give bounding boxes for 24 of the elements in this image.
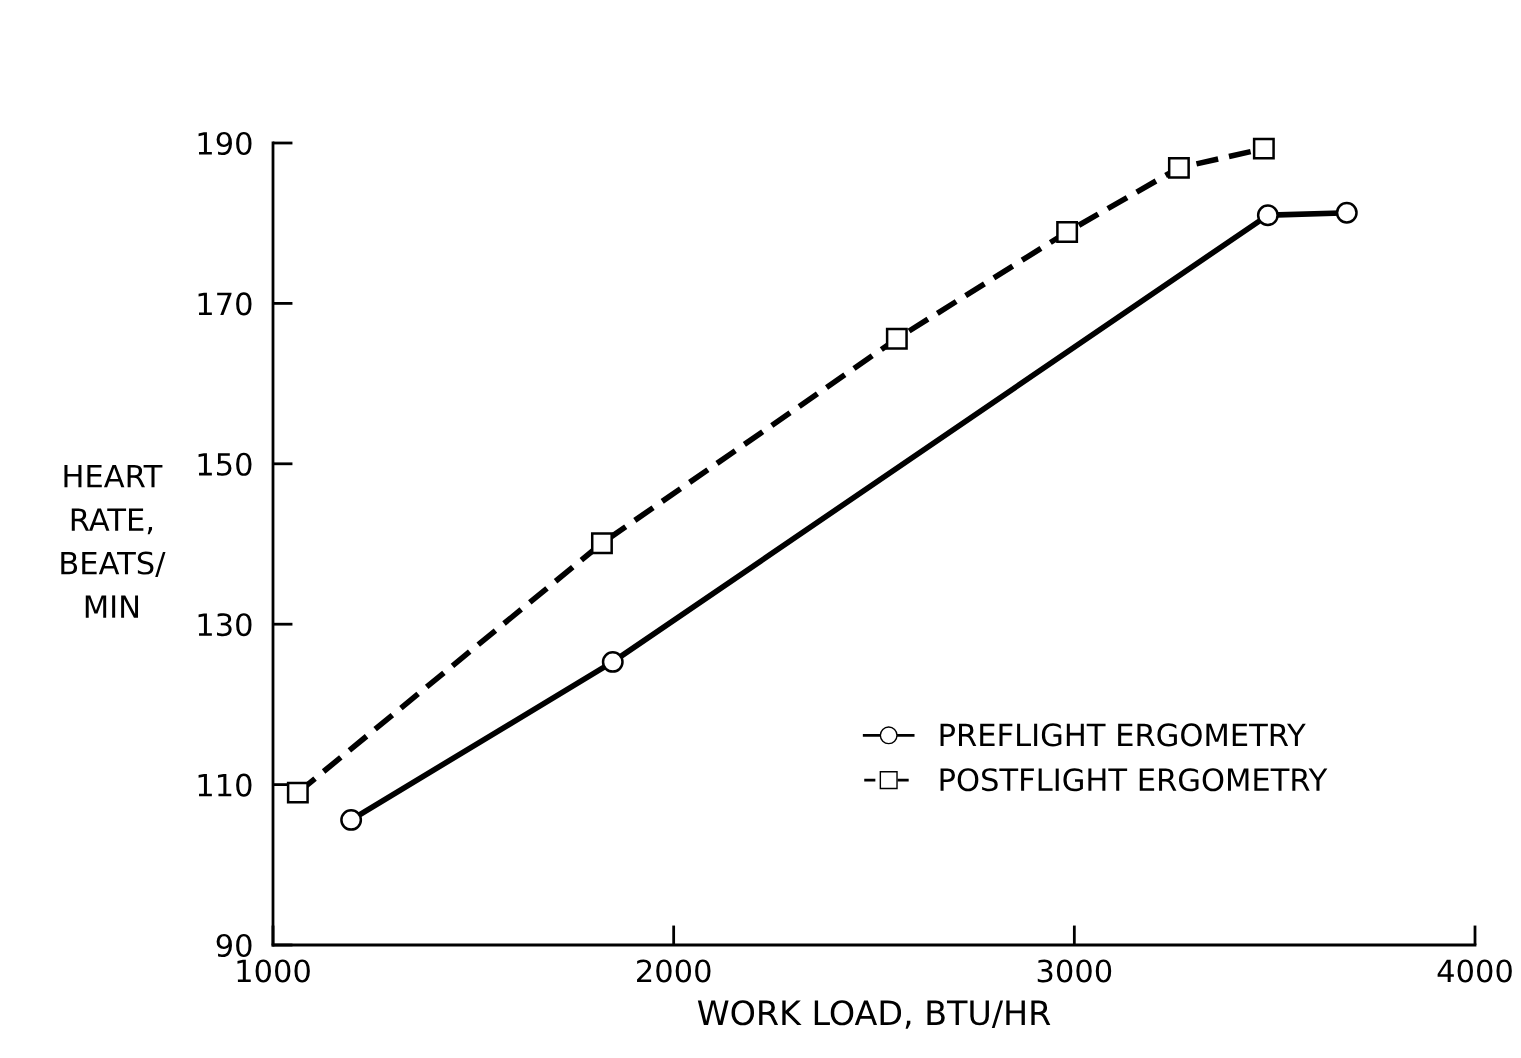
x-axis-title: WORK LOAD, BTU/HR bbox=[697, 1000, 1051, 1029]
point bbox=[340, 808, 363, 831]
legend-label: PREFLIGHT ERGOMETRY bbox=[940, 723, 1306, 747]
y-tick-label: 190 bbox=[198, 131, 252, 156]
point bbox=[286, 781, 309, 804]
point bbox=[1256, 204, 1279, 227]
x-tick-label: 1000 bbox=[237, 959, 310, 983]
point bbox=[885, 327, 908, 350]
y-tick-label: 150 bbox=[198, 452, 252, 476]
y-tick-label: 110 bbox=[198, 773, 252, 797]
legend-label: POSTFLIGHT ERGOMETRY bbox=[940, 768, 1328, 792]
point bbox=[1252, 137, 1275, 160]
y-tick-label: 130 bbox=[198, 613, 252, 637]
point bbox=[1335, 201, 1358, 224]
y-tick-label: 170 bbox=[198, 292, 252, 316]
point bbox=[601, 650, 624, 673]
point bbox=[1167, 156, 1190, 179]
x-tick-label: 4000 bbox=[1437, 959, 1512, 983]
point bbox=[1056, 221, 1079, 243]
x-tick-label: 3000 bbox=[1037, 959, 1112, 983]
y-tick-label: 90 bbox=[216, 933, 252, 958]
point bbox=[590, 532, 613, 555]
x-tick-label: 2000 bbox=[637, 959, 711, 983]
y-axis-title: HEART RATE, BEATS/ MIN bbox=[61, 464, 166, 618]
